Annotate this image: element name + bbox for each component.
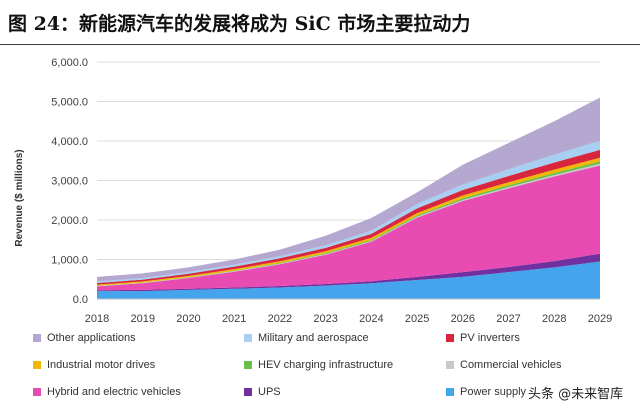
legend-swatch [446, 334, 454, 342]
legend-swatch [33, 361, 41, 369]
y-tick-label: 1,000.0 [51, 255, 88, 267]
area-ups [97, 253, 600, 292]
y-tick-label: 3,000.0 [51, 176, 88, 188]
legend-label: UPS [258, 386, 281, 398]
legend-item-power-supply: Power supply [446, 386, 526, 398]
y-tick-label: 6,000.0 [51, 57, 88, 69]
x-tick-label: 2026 [451, 313, 475, 325]
legend-swatch [446, 361, 454, 369]
area-power-supply [97, 261, 600, 299]
legend-item-pv-inverters: PV inverters [446, 332, 520, 344]
figure-title: 图 24：新能源汽车的发展将成为 SiC 市场主要拉动力 [8, 13, 471, 35]
x-tick-label: 2025 [405, 313, 429, 325]
legend-item-other-applications: Other applications [33, 332, 136, 344]
x-tick-label: 2018 [85, 313, 109, 325]
y-tick-label: 2,000.0 [51, 215, 88, 227]
legend-item-industrial-motor-drives: Industrial motor drives [33, 359, 155, 371]
x-tick-label: 2020 [176, 313, 200, 325]
y-tick-label: 5,000.0 [51, 97, 88, 109]
title-divider [0, 44, 640, 45]
legend-item-commercial-vehicles: Commercial vehicles [446, 359, 561, 371]
stacked-area-chart: 0.0 1,000.0 2,000.0 3,000.0 4,000.0 5,000.0 6,… [14, 57, 612, 325]
x-tick-label: 2019 [130, 313, 154, 325]
legend-swatch [33, 334, 41, 342]
legend-label: Commercial vehicles [460, 359, 562, 371]
legend-label: Military and aerospace [258, 332, 369, 344]
chart-legend: Other applications Military and aerospace… [0, 328, 640, 408]
x-tick-label: 2029 [588, 313, 612, 325]
legend-swatch [446, 388, 454, 396]
legend-swatch [244, 334, 252, 342]
legend-label: Other applications [47, 332, 136, 344]
legend-label: PV inverters [460, 332, 520, 344]
legend-item-hev-charging-infrastructure: HEV charging infrastructure [244, 359, 393, 371]
gridlines [97, 61, 600, 300]
legend-label: HEV charging infrastructure [258, 359, 394, 371]
x-tick-label: 2024 [359, 313, 383, 325]
legend-label: Hybrid and electric vehicles [47, 386, 181, 398]
x-tick-label: 2028 [542, 313, 566, 325]
watermark: 头条 @未来智库 [528, 387, 624, 402]
x-tick-label: 2022 [268, 313, 292, 325]
legend-swatch [244, 361, 252, 369]
legend-swatch [244, 388, 252, 396]
y-axis-ticks: 0.0 1,000.0 2,000.0 3,000.0 4,000.0 5,000.0 6,… [51, 57, 88, 306]
legend-label: Power supply [460, 386, 527, 398]
x-tick-label: 2023 [313, 313, 337, 325]
x-axis-ticks: 2018 2019 2020 2021 2022 2023 2024 2025 2026 2027… [85, 313, 612, 325]
y-tick-label: 0.0 [73, 294, 88, 306]
x-tick-label: 2021 [222, 313, 246, 325]
legend-swatch [33, 388, 41, 396]
legend-item-hybrid-and-electric-vehicles: Hybrid and electric vehicles [33, 386, 181, 398]
legend-item-military-and-aerospace: Military and aerospace [244, 332, 369, 344]
x-tick-label: 2027 [496, 313, 520, 325]
y-tick-label: 4,000.0 [51, 136, 88, 148]
area-hybrid-and-electric-vehicles [97, 165, 600, 291]
legend-item-ups: UPS [244, 386, 281, 398]
legend-label: Industrial motor drives [47, 359, 156, 371]
stacked-areas [97, 97, 600, 299]
y-axis-title: Revenue ($ millions) [14, 149, 25, 246]
